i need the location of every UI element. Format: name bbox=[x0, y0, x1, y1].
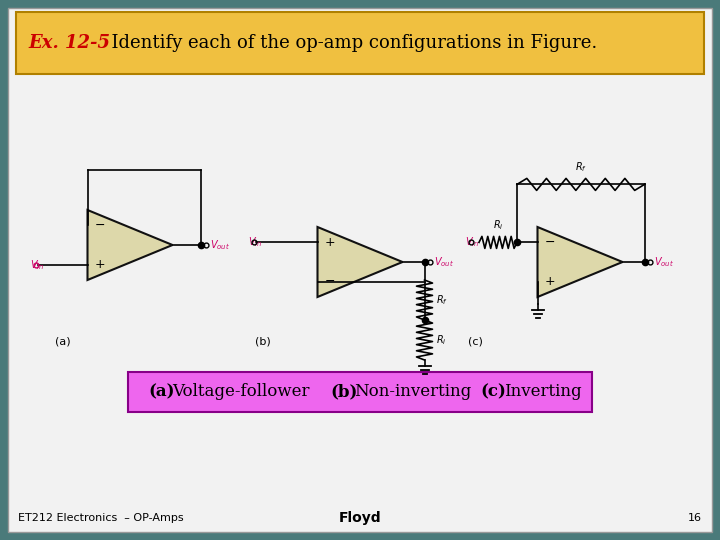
Text: $V_{in}$: $V_{in}$ bbox=[465, 235, 480, 249]
Text: 16: 16 bbox=[688, 513, 702, 523]
Text: (b): (b) bbox=[330, 383, 357, 401]
Text: $R_i$: $R_i$ bbox=[436, 333, 446, 347]
Text: +: + bbox=[94, 258, 105, 271]
Polygon shape bbox=[88, 210, 173, 280]
Text: $V_{out}$: $V_{out}$ bbox=[210, 238, 230, 252]
Text: (b): (b) bbox=[255, 337, 271, 347]
Text: (a): (a) bbox=[55, 337, 71, 347]
Polygon shape bbox=[538, 227, 623, 297]
Text: $R_f$: $R_f$ bbox=[575, 160, 587, 174]
Text: +: + bbox=[544, 275, 555, 288]
Text: $V_{out}$: $V_{out}$ bbox=[654, 255, 673, 269]
Text: ET212 Electronics  – OP-Amps: ET212 Electronics – OP-Amps bbox=[18, 513, 184, 523]
FancyBboxPatch shape bbox=[16, 12, 704, 74]
FancyBboxPatch shape bbox=[128, 372, 592, 412]
Text: Ex. 12-5: Ex. 12-5 bbox=[28, 34, 110, 52]
Text: $R_i$: $R_i$ bbox=[492, 219, 503, 232]
Text: Non-inverting: Non-inverting bbox=[354, 383, 472, 401]
Text: −: − bbox=[324, 275, 335, 288]
Text: −: − bbox=[94, 219, 104, 232]
Text: (c): (c) bbox=[468, 337, 483, 347]
Text: +: + bbox=[324, 236, 335, 249]
Text: Voltage-follower: Voltage-follower bbox=[172, 383, 310, 401]
Text: $V_{in}$: $V_{in}$ bbox=[248, 235, 262, 249]
Text: −: − bbox=[544, 236, 554, 249]
FancyBboxPatch shape bbox=[8, 8, 712, 532]
Text: (a): (a) bbox=[148, 383, 174, 401]
Text: Floyd: Floyd bbox=[338, 511, 382, 525]
Text: Identify each of the op-amp configurations in Figure.: Identify each of the op-amp configuratio… bbox=[100, 34, 598, 52]
Text: $V_{in}$: $V_{in}$ bbox=[30, 258, 45, 272]
Polygon shape bbox=[318, 227, 402, 297]
Text: (c): (c) bbox=[480, 383, 506, 401]
Text: Inverting: Inverting bbox=[504, 383, 582, 401]
Text: $V_{out}$: $V_{out}$ bbox=[433, 255, 454, 269]
Text: $R_f$: $R_f$ bbox=[436, 293, 448, 307]
